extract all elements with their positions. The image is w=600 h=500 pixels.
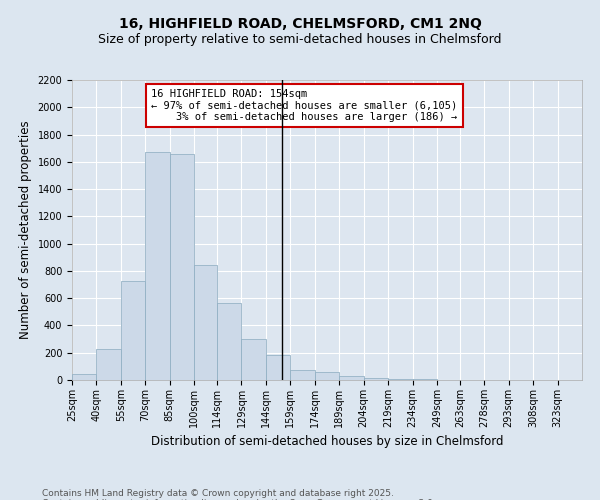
Bar bbox=[364, 378, 388, 380]
Bar bbox=[339, 376, 364, 380]
Text: Contains public sector information licensed under the Open Government Licence v3: Contains public sector information licen… bbox=[42, 498, 436, 500]
Bar bbox=[315, 372, 339, 380]
Text: 16 HIGHFIELD ROAD: 154sqm
← 97% of semi-detached houses are smaller (6,105)
    : 16 HIGHFIELD ROAD: 154sqm ← 97% of semi-… bbox=[151, 89, 457, 122]
Bar bbox=[72, 374, 97, 380]
Bar bbox=[217, 303, 241, 380]
Y-axis label: Number of semi-detached properties: Number of semi-detached properties bbox=[19, 120, 32, 340]
Bar bbox=[194, 266, 217, 380]
Bar bbox=[266, 355, 290, 380]
Bar bbox=[241, 339, 266, 380]
Bar bbox=[97, 350, 121, 380]
Bar bbox=[290, 370, 315, 380]
Bar bbox=[388, 378, 413, 380]
Bar bbox=[121, 281, 145, 380]
X-axis label: Distribution of semi-detached houses by size in Chelmsford: Distribution of semi-detached houses by … bbox=[151, 436, 503, 448]
Bar bbox=[170, 154, 194, 380]
Bar bbox=[145, 152, 170, 380]
Text: Size of property relative to semi-detached houses in Chelmsford: Size of property relative to semi-detach… bbox=[98, 32, 502, 46]
Text: Contains HM Land Registry data © Crown copyright and database right 2025.: Contains HM Land Registry data © Crown c… bbox=[42, 488, 394, 498]
Text: 16, HIGHFIELD ROAD, CHELMSFORD, CM1 2NQ: 16, HIGHFIELD ROAD, CHELMSFORD, CM1 2NQ bbox=[119, 18, 481, 32]
